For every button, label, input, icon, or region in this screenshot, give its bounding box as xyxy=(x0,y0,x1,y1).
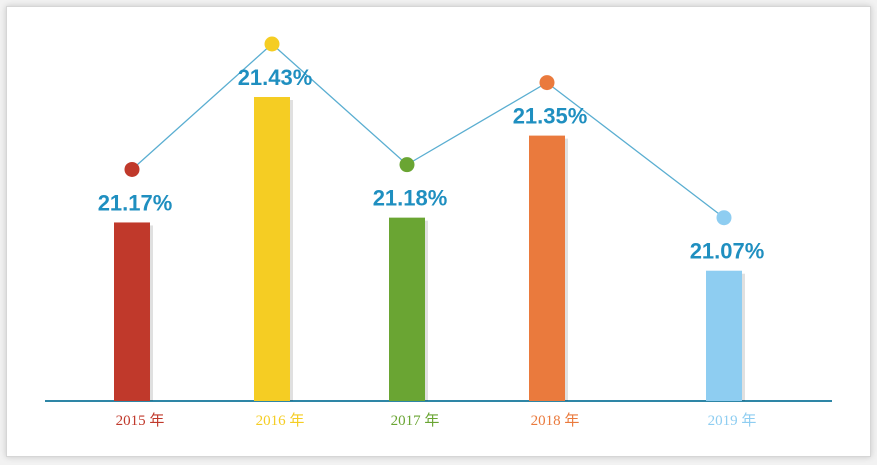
bar-0 xyxy=(114,222,150,401)
bar-line-chart: 21.17%21.43%21.18%21.35%21.07% 2015 年 201… xyxy=(45,36,832,429)
marker-0 xyxy=(124,161,140,177)
bar-2 xyxy=(389,217,425,401)
bar-1 xyxy=(254,97,290,401)
value-label-1: 21.43% xyxy=(238,65,313,90)
bar-4 xyxy=(706,270,742,401)
value-label-4: 21.07% xyxy=(690,239,765,264)
marker-3 xyxy=(539,75,555,91)
bar-3 xyxy=(529,135,565,401)
category-label-4: 2019 年 xyxy=(708,412,757,429)
category-label-2: 2017 年 xyxy=(391,412,440,429)
category-label-1: 2016 年 xyxy=(256,412,305,429)
marker-4 xyxy=(716,210,732,226)
category-label-3: 2018 年 xyxy=(531,412,580,429)
value-label-0: 21.17% xyxy=(98,190,173,215)
category-labels-group: 2015 年 2016 年 2017 年 2018 年 2019 年 xyxy=(116,412,757,429)
value-label-3: 21.35% xyxy=(513,104,588,129)
marker-1 xyxy=(264,36,280,52)
marker-2 xyxy=(399,157,415,173)
bars-group xyxy=(114,97,745,401)
value-labels-group: 21.17% 21.43% 21.18% 21.35% 21.07% xyxy=(98,65,765,264)
category-label-0: 2015 年 xyxy=(116,412,165,429)
chart-frame: 21.17% 21.43% 21.18% 21.35% 21.07% 2015 年 201… xyxy=(6,6,871,457)
markers-group xyxy=(124,36,732,226)
value-label-2: 21.18% xyxy=(373,186,448,211)
